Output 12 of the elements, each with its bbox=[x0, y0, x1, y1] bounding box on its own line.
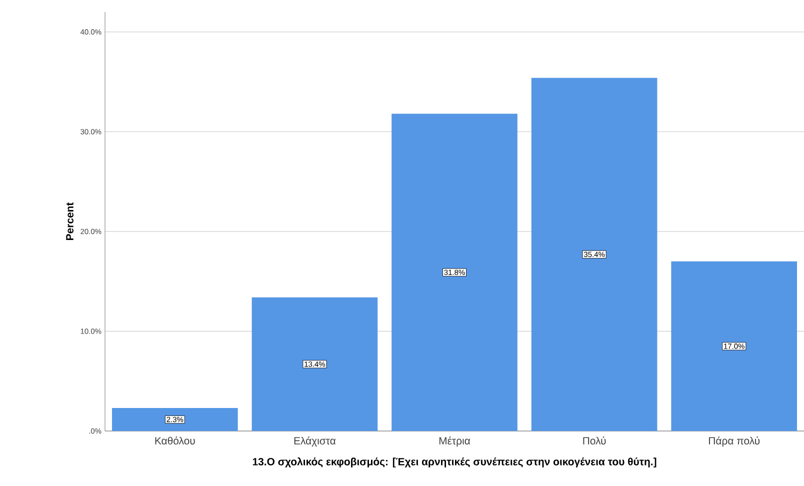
bar bbox=[531, 78, 658, 431]
x-tick-label: Καθόλου bbox=[155, 436, 195, 445]
bar bbox=[252, 297, 378, 431]
x-tick-label: Πολύ bbox=[583, 436, 606, 445]
x-tick-label: Ελάχιστα bbox=[294, 436, 336, 447]
y-axis-title: Percent bbox=[66, 202, 74, 240]
x-axis-title: 13.Ο σχολικός εκφοβισμός: [Έχει αρνητικές συνέπειες στην οικογένεια του θύτη.] bbox=[252, 457, 656, 468]
bar bbox=[112, 408, 238, 431]
x-tick-label: Πάρα πολύ bbox=[709, 436, 760, 447]
bar bbox=[671, 261, 798, 431]
x-tick-label: Μέτρια bbox=[439, 436, 470, 447]
bar bbox=[392, 114, 518, 431]
